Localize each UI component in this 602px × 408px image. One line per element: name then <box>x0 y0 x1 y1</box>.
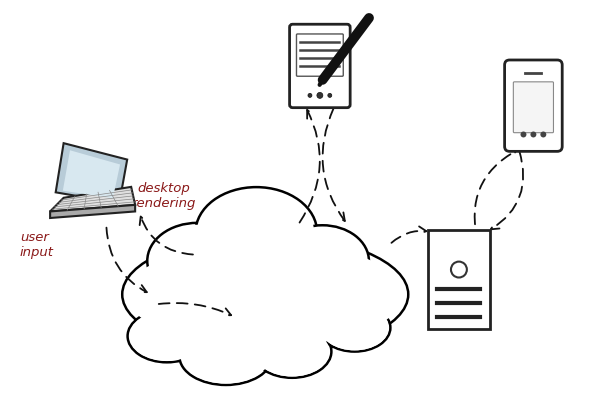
FancyBboxPatch shape <box>290 24 350 108</box>
Ellipse shape <box>182 329 270 384</box>
FancyBboxPatch shape <box>504 60 562 151</box>
Ellipse shape <box>126 242 404 347</box>
Ellipse shape <box>253 325 331 378</box>
Ellipse shape <box>196 187 317 278</box>
Circle shape <box>451 262 467 277</box>
Ellipse shape <box>276 225 369 297</box>
Circle shape <box>317 92 323 98</box>
Polygon shape <box>50 187 135 211</box>
Ellipse shape <box>319 304 390 352</box>
Ellipse shape <box>199 189 314 275</box>
Polygon shape <box>55 143 127 203</box>
Ellipse shape <box>128 310 206 362</box>
Text: application cloud server: application cloud server <box>222 319 380 332</box>
Ellipse shape <box>278 227 367 295</box>
Ellipse shape <box>122 235 408 354</box>
Circle shape <box>521 131 527 137</box>
Circle shape <box>328 93 332 98</box>
Ellipse shape <box>150 225 245 297</box>
FancyBboxPatch shape <box>514 82 553 133</box>
Circle shape <box>308 93 312 98</box>
Text: user
input: user input <box>20 231 54 259</box>
Circle shape <box>541 131 547 137</box>
Polygon shape <box>63 150 120 198</box>
Ellipse shape <box>129 311 204 361</box>
Polygon shape <box>50 205 135 218</box>
Circle shape <box>530 131 536 137</box>
Ellipse shape <box>321 305 389 350</box>
Ellipse shape <box>179 328 272 385</box>
Ellipse shape <box>255 327 329 377</box>
FancyBboxPatch shape <box>296 34 343 76</box>
Bar <box>428 230 489 329</box>
Text: desktop
rendering: desktop rendering <box>131 182 196 210</box>
Ellipse shape <box>147 223 247 299</box>
